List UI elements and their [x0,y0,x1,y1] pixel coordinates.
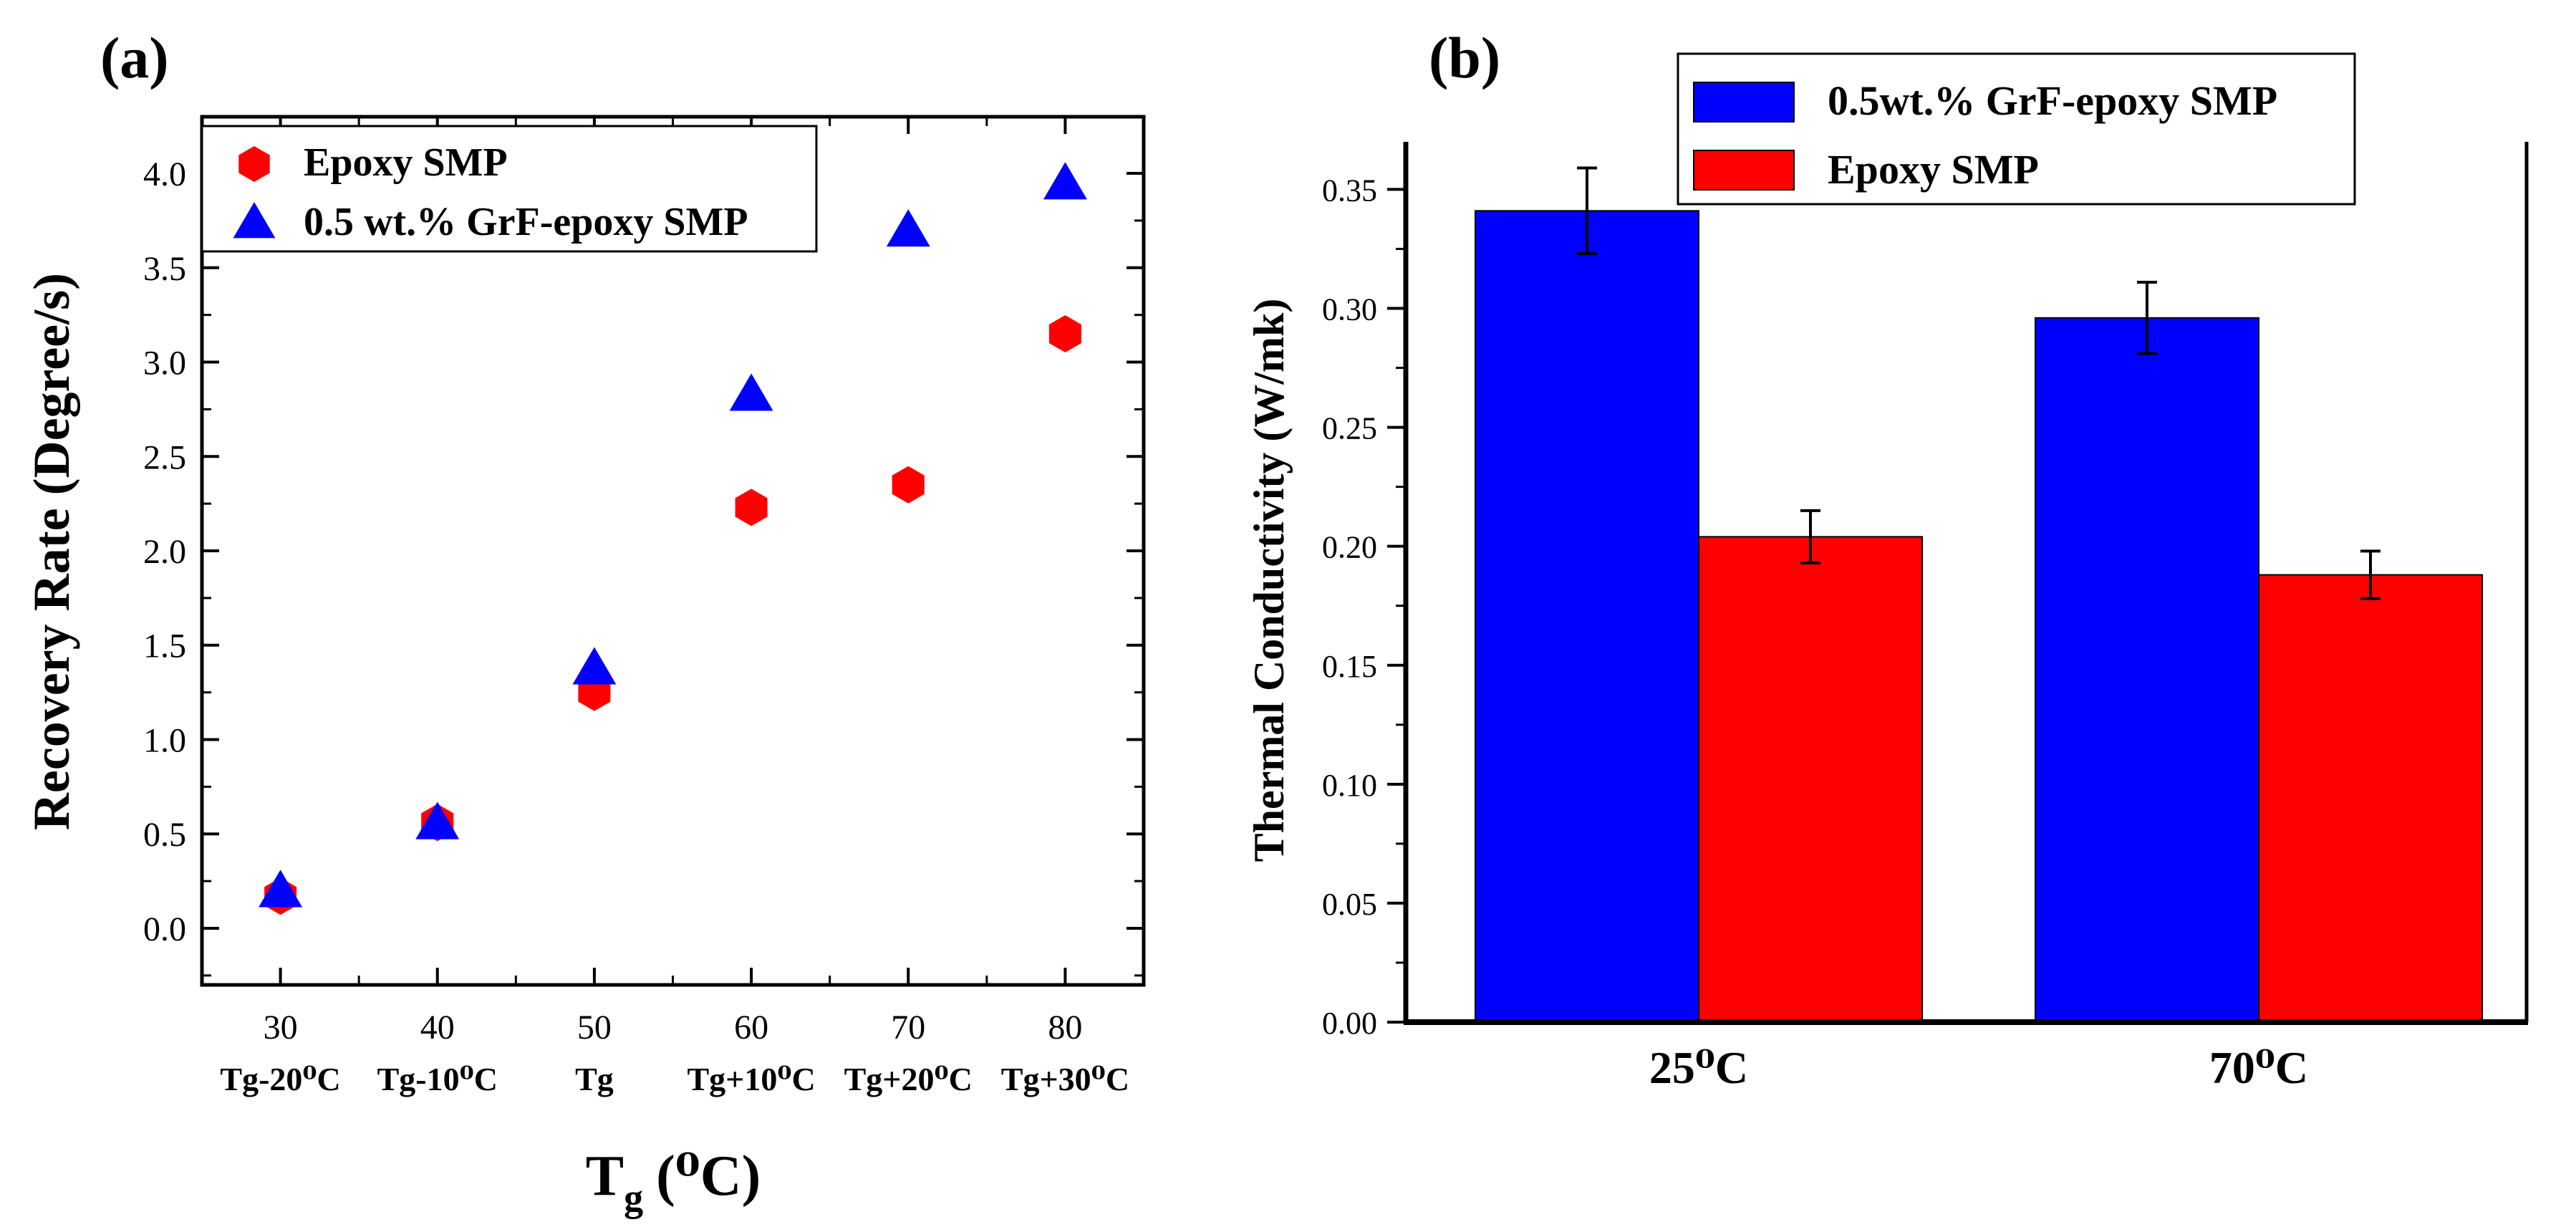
x-tick-sublabel: Tg+30⁰C [1001,1061,1129,1097]
legend-swatch-epoxy-smp [1693,150,1795,191]
panel-a-y-axis: 0.0 0.5 1.0 1.5 2.0 2.5 3.0 3.5 4.0 [143,155,1144,977]
x-tick-sublabel: Tg [575,1061,614,1097]
panel-b-error-bars [1577,166,2380,600]
y-tick-label: 2.5 [143,438,186,476]
x-tick-label: 70 [891,1009,925,1046]
epoxy-smp-point [892,466,925,504]
x-category-label: 70⁰C [2209,1042,2308,1093]
grf-epoxy-smp-point [572,647,617,685]
legend-epoxy-smp-hexagon-marker [238,146,270,182]
grf-epoxy-smp-point [1043,162,1087,200]
x-tick-sublabel: Tg-20⁰C [220,1061,340,1097]
x-tick-label: 30 [264,1009,298,1046]
x-tick-sublabel: Tg+20⁰C [844,1061,973,1097]
bar-epoxy-smp-1 [2258,574,2483,1023]
y-tick-label: 0.5 [143,816,186,854]
y-tick-label: 0.15 [1322,649,1377,684]
panel-a-x-axis: 30 Tg-20⁰C 40 Tg-10⁰C 50 Tg 60 Tg+10⁰C 70 Tg+20⁰C… [201,117,1145,1097]
grf-epoxy-smp-point [415,802,460,839]
panel-b-bar-chart: (b) 0.00 0.05 0.10 0.15 0.20 0.25 0.30 0.35 25⁰… [1245,25,2529,1093]
panel-b-y-axis-label: Thermal Conductivity (W/mk) [1245,299,1293,862]
panel-b-label: (b) [1429,25,1500,90]
y-tick-label: 2.0 [143,533,186,571]
panel-b-y-axis: 0.00 0.05 0.10 0.15 0.20 0.25 0.30 0.35 [1322,173,1406,1041]
x-tick-sublabel: Tg-10⁰C [377,1061,498,1097]
y-tick-label: 1.5 [143,627,186,665]
x-label-subscript: g [624,1176,643,1219]
y-tick-label: 0.00 [1322,1006,1377,1041]
x-tick-label: 40 [420,1009,455,1046]
y-tick-label: 0.10 [1322,768,1377,803]
y-tick-label: 0.05 [1322,887,1377,922]
x-category-label: 25⁰C [1649,1042,1748,1093]
panel-a-label: (a) [100,25,169,90]
legend-swatch-grf-epoxy-smp [1693,82,1795,122]
legend-label-b-grf-epoxy-smp: 0.5wt.% GrF-epoxy SMP [1828,77,2277,124]
panel-b-x-axis: 25⁰C 70⁰C [1649,1042,2308,1093]
legend-label-grf-epoxy-smp: 0.5 wt.% GrF-epoxy SMP [304,200,748,244]
x-tick-sublabel: Tg+10⁰C [687,1061,815,1097]
x-label-unit: (⁰C) [656,1145,761,1208]
panel-b-bars [1475,210,2483,1023]
bar-epoxy-smp-0 [1698,536,1923,1023]
epoxy-smp-point [1048,315,1081,352]
y-tick-label: 0.20 [1322,530,1377,565]
x-tick-label: 80 [1048,1009,1082,1046]
x-tick-label: 50 [577,1009,612,1046]
x-label-main: T [586,1145,624,1208]
y-tick-label: 0.35 [1322,173,1377,208]
panel-a-scatter-chart: (a) 0.0 0.5 1.0 1.5 2.0 2.5 3.0 3.5 4.0 30 Tg-20⁰… [23,25,1146,1219]
panel-a-legend-box [201,125,818,253]
panel-a-y-axis-label: Recovery Rate (Degree/s) [23,273,80,830]
grf-epoxy-smp-point [886,209,930,247]
legend-grf-epoxy-triangle-marker [233,202,276,239]
y-tick-label: 1.0 [143,721,186,759]
y-tick-label: 4.0 [143,155,186,193]
legend-label-b-epoxy-smp: Epoxy SMP [1828,146,2039,193]
panel-a-data-points [259,162,1087,915]
y-tick-label: 0.30 [1322,292,1377,327]
y-tick-label: 0.0 [143,910,186,948]
bar-grf-epoxy-smp-1 [2035,317,2259,1023]
grf-epoxy-smp-point [729,373,773,411]
grf-epoxy-smp-point [259,870,303,908]
y-tick-label: 3.0 [143,345,186,382]
epoxy-smp-point [735,489,768,526]
y-tick-label: 3.5 [143,250,186,288]
y-tick-label: 0.25 [1322,411,1377,446]
legend-label-epoxy-smp: Epoxy SMP [304,140,508,185]
panel-a-x-axis-label: Tg (⁰C) [586,1145,761,1219]
bar-grf-epoxy-smp-0 [1475,210,1699,1023]
x-tick-label: 60 [734,1009,768,1046]
